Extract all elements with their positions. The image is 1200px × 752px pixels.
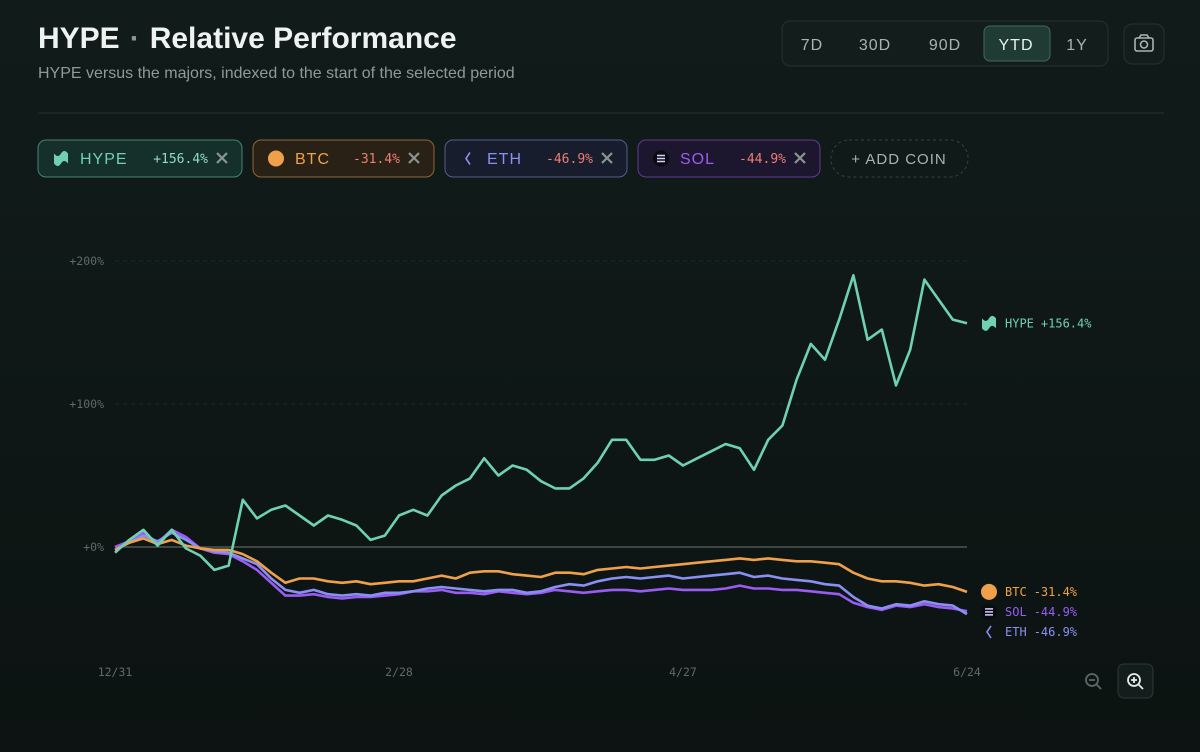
chip-remove[interactable] [216, 152, 228, 164]
zoom-in-button[interactable] [1117, 663, 1154, 699]
end-label-change: -46.9% [1034, 625, 1078, 639]
chip-name: SOL [680, 151, 715, 168]
y-tick-label: +0% [83, 540, 104, 554]
chip-change: -46.9% [546, 152, 593, 167]
icon-shape [465, 152, 471, 165]
page-title: HYPE · Relative Performance [38, 22, 457, 55]
coin-chip[interactable] [637, 139, 821, 178]
end-label-name: BTC [1005, 585, 1027, 599]
chip-remove[interactable] [408, 152, 420, 164]
coin-icon [982, 315, 996, 331]
screenshot-button[interactable] [1123, 23, 1165, 65]
zoom-out-icon[interactable] [1085, 673, 1102, 690]
zoom-in-icon [1127, 673, 1144, 690]
x-tick-label: 6/24 [953, 665, 981, 679]
x-tick-label: 12/31 [98, 665, 133, 679]
chip-remove[interactable] [601, 152, 613, 164]
x-tick-label: 2/28 [385, 665, 413, 679]
coin-chip[interactable] [37, 139, 243, 178]
title-separator: · [130, 22, 140, 55]
y-tick-label: +100% [69, 397, 104, 411]
period-active-bg [983, 25, 1051, 62]
chip-name: HYPE [80, 151, 128, 168]
chip-change: -44.9% [739, 152, 786, 167]
end-label: BTC -31.4% [1005, 585, 1078, 599]
icon-shape [982, 315, 996, 331]
chip-change: +156.4% [153, 152, 208, 167]
coin-icon [653, 150, 669, 167]
plot: +0% +100% +200% 12/31 2/28 4/27 6/24 HYPE +156.4… [69, 254, 1092, 679]
title-coin: HYPE [38, 22, 120, 55]
end-label-name: ETH [1005, 625, 1027, 639]
chip-name: ETH [487, 151, 522, 168]
coin-chip[interactable] [444, 139, 628, 178]
series-line [114, 537, 968, 594]
end-label: HYPE +156.4% [1005, 316, 1092, 330]
series-line [114, 531, 968, 616]
coin-icon [465, 152, 471, 165]
coin-icon [268, 150, 284, 167]
end-label-change: +156.4% [1041, 316, 1092, 330]
subtitle: HYPE versus the majors, indexed to the s… [38, 65, 515, 82]
y-tick-label: +200% [69, 254, 104, 268]
icon-shape [268, 150, 284, 167]
period-button[interactable]: YTD [999, 37, 1034, 54]
icon-shape [54, 151, 68, 166]
x-tick-label: 4/27 [669, 665, 697, 679]
coin-chip[interactable] [252, 139, 435, 178]
end-label-name: SOL [1005, 605, 1027, 619]
icon-shape [986, 625, 992, 639]
coin-icon [54, 151, 68, 166]
camera-icon [1134, 34, 1154, 52]
end-label-change: -44.9% [1034, 605, 1078, 619]
chip-name: BTC [295, 151, 330, 168]
add-coin-label: + ADD COIN [851, 151, 946, 168]
period-button[interactable]: 1Y [1066, 37, 1088, 54]
period-button[interactable]: 90D [929, 37, 961, 54]
title-text: Relative Performance [150, 22, 457, 55]
period-button[interactable]: 7D [801, 37, 823, 54]
coin-chips: HYPE +156.4% BTC -31.4% ETH -46.9% SOL -44.9% [37, 139, 821, 178]
end-label-change: -31.4% [1034, 585, 1078, 599]
series-line [114, 274, 968, 572]
add-coin-button[interactable] [830, 139, 969, 178]
chip-change: -31.4% [353, 152, 400, 167]
period-button[interactable]: 30D [859, 37, 891, 54]
end-label: SOL -44.9% [1005, 605, 1078, 619]
series-line [114, 528, 968, 613]
end-label: ETH -46.9% [1005, 625, 1078, 639]
coin-icon [981, 583, 997, 600]
coin-icon [986, 625, 992, 639]
end-label-name: HYPE [1005, 316, 1034, 330]
chip-remove[interactable] [794, 152, 806, 164]
icon-shape [981, 583, 997, 600]
period-buttons: 7D 30D 90D YTD 1Y [801, 25, 1088, 62]
coin-icon [981, 603, 997, 620]
